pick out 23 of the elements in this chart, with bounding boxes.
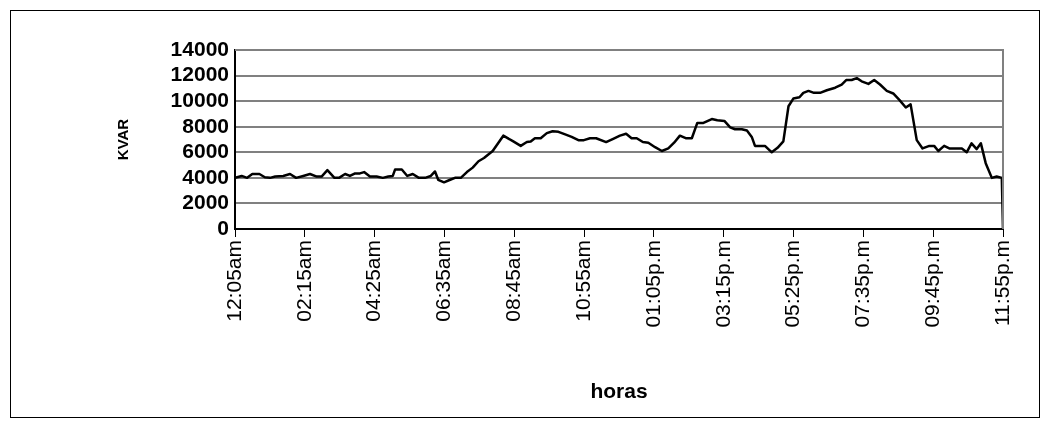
x-tick-label: 04:25am [361,240,385,322]
x-tick-label: 01:05p.m [640,240,664,328]
y-tick-label: 8000 [182,113,229,137]
y-tick-label: 12000 [170,62,229,86]
y-tick-label: 10000 [170,87,229,111]
y-tick-label: 0 [217,215,229,239]
x-tick-label: 03:15p.m [710,240,734,328]
y-tick-label: 4000 [182,164,229,188]
y-tick-label: 2000 [182,190,229,214]
x-tick-label: 09:45p.m [919,240,943,328]
chart-frame: horas KVAR 12:05am 02:15am 04:25am 06:35am 08:45am 10:55am 01:05p.m 03:15p.m 05:25p.m 07:35p.m 09:45p.m 11:55p.m 0 2000 4000 6000 8000 10000 12000 14000 [10,10,1040,418]
x-tick-label: 02:15am [291,240,315,322]
y-axis-title: KVAR [114,118,132,161]
y-tick-label: 14000 [170,36,229,60]
x-tick-label: 08:45am [501,240,525,322]
x-tick-label: 06:35am [431,240,455,322]
x-tick-label: 05:25p.m [780,240,804,328]
x-tick-label: 07:35p.m [850,240,874,328]
x-axis-title: horas [590,379,648,403]
x-tick-label: 10:55am [570,240,594,322]
y-tick-label: 6000 [182,139,229,163]
x-tick-label: 11:55p.m [989,240,1013,326]
x-tick-label: 12:05am [221,240,245,322]
